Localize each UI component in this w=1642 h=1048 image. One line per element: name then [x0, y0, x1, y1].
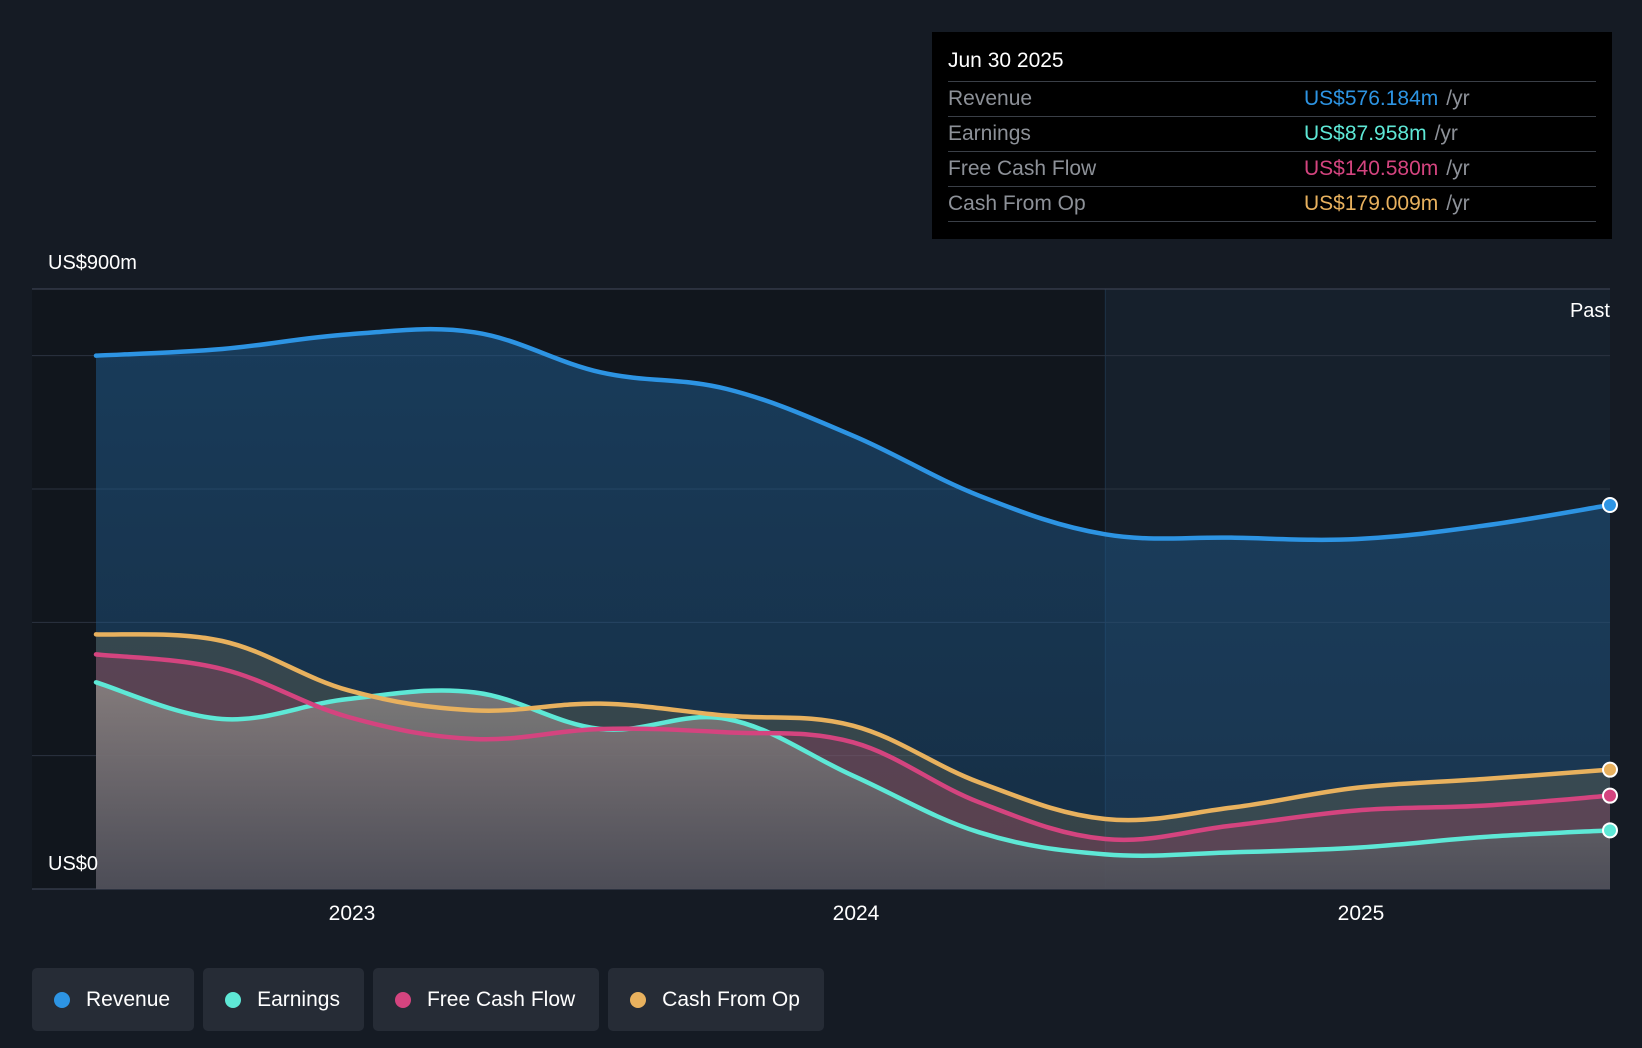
- free-cash-flow-dot-icon: [394, 991, 411, 1008]
- tooltip-label: Earnings: [948, 122, 1031, 145]
- legend-label: Earnings: [257, 987, 340, 1011]
- tooltip-value: US$140.580m: [1304, 157, 1439, 180]
- revenue-dot-icon: [54, 991, 70, 1008]
- earnings-line: [93, 680, 1613, 858]
- tooltip-value: US$576.184m: [1304, 87, 1439, 110]
- tooltip-unit: /yr: [1446, 192, 1470, 215]
- x-tick-2024: 2024: [832, 902, 880, 925]
- legend: Revenue Earnings Free Cash Flow Cash Fro…: [32, 968, 824, 1031]
- legend-label: Revenue: [86, 987, 171, 1011]
- tooltip-unit: /yr: [1446, 157, 1470, 180]
- free-cash-flow-line: [93, 652, 1613, 843]
- legend-item-revenue[interactable]: Revenue: [32, 968, 195, 1031]
- cash-from-op-dot-icon: [630, 991, 647, 1008]
- y-axis-top-label: US$900m: [48, 252, 137, 274]
- legend-item-earnings[interactable]: Earnings: [203, 968, 364, 1031]
- y-axis-bottom-label: US$0: [48, 853, 99, 875]
- free-cash-flow-end-point: [1602, 787, 1618, 804]
- tooltip-row-revenue: Revenue US$576.184m /yr: [948, 82, 1596, 117]
- tooltip-row-cash-from-op: Cash From Op US$179.009m /yr: [948, 187, 1596, 222]
- tooltip-label: Revenue: [948, 87, 1033, 110]
- cash-from-op-line: [93, 632, 1613, 823]
- tooltip-unit: /yr: [1434, 122, 1458, 145]
- tooltip-label: Cash From Op: [948, 192, 1086, 215]
- tooltip-value: US$87.958m: [1304, 122, 1427, 145]
- x-tick-2025: 2025: [1337, 902, 1385, 925]
- x-tick-2023: 2023: [328, 902, 376, 925]
- tooltip-label: Free Cash Flow: [948, 157, 1097, 180]
- tooltip-value: US$179.009m: [1304, 192, 1439, 215]
- past-label: Past: [1569, 300, 1610, 322]
- tooltip-unit: /yr: [1446, 87, 1470, 110]
- cash-from-op-end-point: [1602, 761, 1618, 778]
- legend-item-cash-from-op[interactable]: Cash From Op: [608, 968, 824, 1031]
- revenue-line: [93, 326, 1613, 543]
- legend-label: Free Cash Flow: [426, 987, 576, 1011]
- tooltip-row-earnings: Earnings US$87.958m /yr: [948, 117, 1596, 152]
- earnings-dot-icon: [225, 991, 242, 1008]
- earnings-area: [96, 682, 1610, 889]
- legend-item-free-cash-flow[interactable]: Free Cash Flow: [372, 968, 600, 1031]
- earnings-end-point: [1602, 822, 1618, 839]
- tooltip: Jun 30 2025 Revenue US$576.184m /yr Earn…: [932, 32, 1612, 239]
- legend-label: Cash From Op: [662, 987, 800, 1011]
- tooltip-date: Jun 30 2025: [948, 46, 1596, 82]
- revenue-end-point: [1602, 497, 1618, 513]
- tooltip-row-free-cash-flow: Free Cash Flow US$140.580m /yr: [948, 152, 1596, 187]
